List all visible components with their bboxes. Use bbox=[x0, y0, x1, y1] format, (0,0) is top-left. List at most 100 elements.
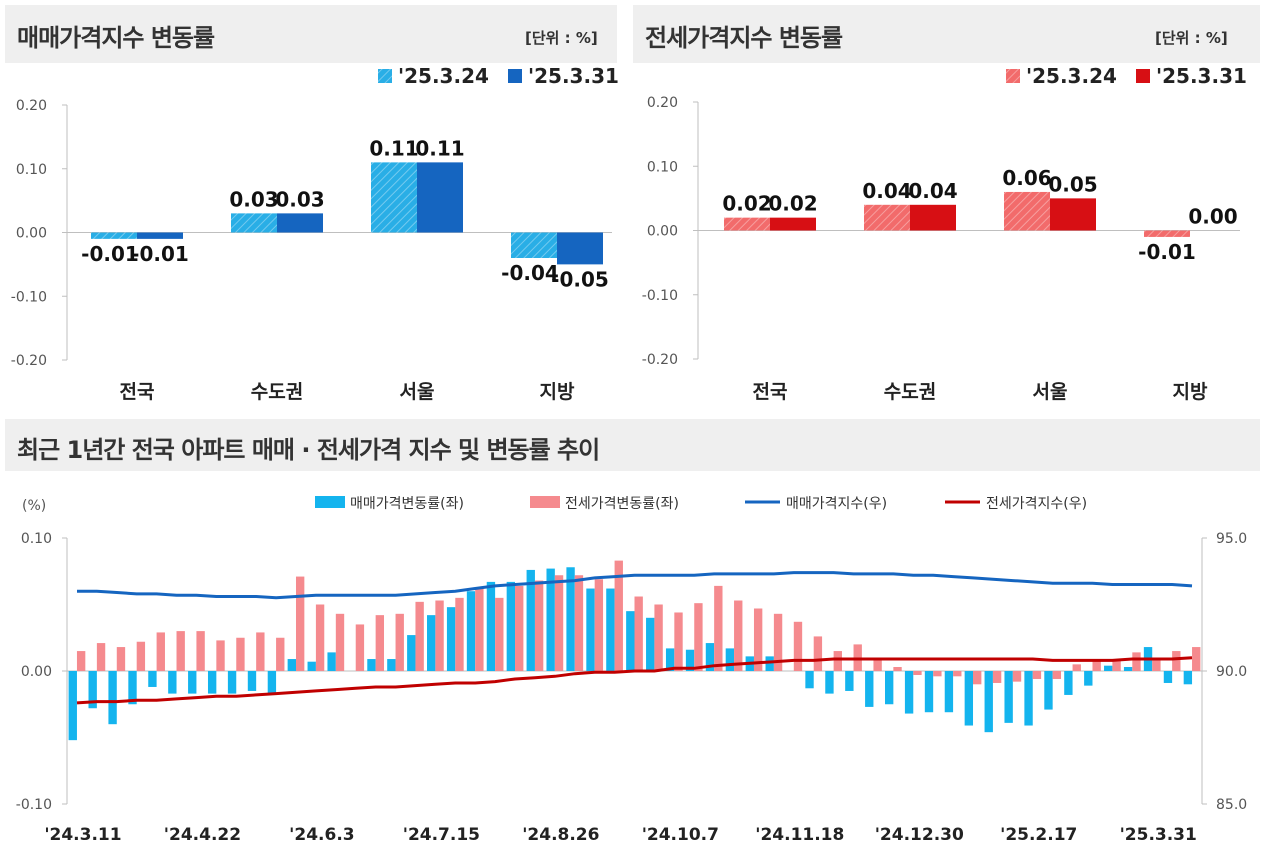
bar-0331 bbox=[1050, 198, 1096, 231]
jeonse-change-bar bbox=[1132, 652, 1141, 671]
sale-change-bar bbox=[546, 568, 555, 671]
sale-change-bar bbox=[407, 635, 416, 671]
bar-0331 bbox=[557, 232, 603, 265]
sale-change-bar bbox=[247, 671, 257, 691]
sale-change-bar bbox=[108, 671, 117, 725]
category-label: 수도권 bbox=[884, 381, 936, 403]
jeonse-change-bar bbox=[1172, 651, 1181, 671]
y-tick-label: 0.10 bbox=[16, 162, 47, 178]
sale-change-bar bbox=[486, 581, 496, 671]
sale-change-bar bbox=[825, 671, 834, 694]
left-axis-unit-label: (%) bbox=[22, 498, 46, 514]
legend-swatch-0324 bbox=[378, 69, 392, 83]
legend-swatch-jeonse-change bbox=[530, 496, 560, 508]
jeonse-change-bar bbox=[634, 596, 643, 671]
sale-change-bar bbox=[466, 591, 476, 671]
sale-change-bar bbox=[88, 671, 97, 709]
data-label: -0.04 bbox=[501, 261, 559, 285]
bar-0324 bbox=[91, 232, 137, 239]
sale-change-bar bbox=[586, 588, 595, 671]
bar-0331 bbox=[770, 217, 816, 231]
jeonse-change-bar bbox=[674, 612, 683, 671]
y-tick-label: -0.20 bbox=[11, 353, 47, 369]
sale-change-bar bbox=[1163, 671, 1173, 683]
jeonse-change-bar bbox=[116, 647, 126, 671]
data-label: 0.03 bbox=[229, 187, 278, 211]
jeonse-change-bar bbox=[654, 604, 663, 671]
data-label: -0.01 bbox=[81, 242, 139, 266]
category-label: 수도권 bbox=[251, 381, 303, 403]
sale-change-bar bbox=[68, 671, 77, 741]
jeonse-change-bar bbox=[554, 575, 564, 671]
data-label: 0.05 bbox=[1048, 172, 1097, 196]
legend-label-sale-change: 매매가격변동률(좌) bbox=[350, 496, 464, 512]
jeonse-change-bar bbox=[315, 604, 325, 671]
jeonse-change-bar bbox=[1112, 659, 1121, 671]
jeonse-change-bar bbox=[196, 631, 205, 671]
sale-change-bar bbox=[626, 611, 635, 671]
jeonse-change-bar bbox=[893, 667, 902, 671]
bar-0331 bbox=[910, 204, 956, 231]
right-tick-label: 90.0 bbox=[1216, 664, 1247, 680]
data-label: 0.00 bbox=[1188, 205, 1237, 229]
jeonse-index-line bbox=[76, 656, 1193, 705]
sale-change-bar bbox=[227, 671, 237, 694]
jeonse-panel-header: 전세가격지수 변동률 [단위 : %] bbox=[633, 5, 1260, 63]
data-label: 0.04 bbox=[862, 179, 911, 203]
sale-change-bar bbox=[865, 671, 874, 707]
jeonse-change-bar bbox=[973, 671, 982, 685]
jeonse-change-bar bbox=[475, 587, 484, 671]
sale-change-bar bbox=[1123, 667, 1133, 671]
jeonse-change-bar bbox=[276, 637, 285, 671]
data-label: 0.06 bbox=[1002, 166, 1051, 190]
sale-change-bar bbox=[646, 617, 655, 671]
jeonse-change-bar bbox=[1032, 671, 1042, 679]
x-tick-label: '24.4.22 bbox=[164, 825, 241, 845]
sale-change-bar bbox=[1084, 671, 1093, 686]
jeonse-change-bar bbox=[1052, 671, 1062, 679]
jeonse-change-bar bbox=[753, 608, 763, 671]
jeonse-change-bar bbox=[614, 560, 623, 671]
jeonse-change-bar bbox=[594, 579, 604, 671]
jeonse-change-bar bbox=[176, 631, 185, 671]
data-label: 0.02 bbox=[768, 192, 817, 216]
right-tick-label: 95.0 bbox=[1216, 531, 1247, 547]
jeonse-change-bar bbox=[335, 613, 345, 671]
bar-0324 bbox=[511, 232, 557, 258]
sale-change-bar bbox=[705, 643, 715, 671]
legend-swatch-0324 bbox=[1006, 69, 1020, 83]
sale-change-bar bbox=[1004, 671, 1013, 723]
jeonse-change-bar bbox=[913, 671, 922, 675]
bar-0324 bbox=[231, 213, 277, 233]
sale-change-bar bbox=[327, 652, 336, 671]
jeonse-panel-unit: [단위 : %] bbox=[1155, 29, 1228, 47]
jeonse-change-bar bbox=[256, 632, 265, 671]
trend-panel-title: 최근 1년간 전국 아파트 매매 · 전세가격 지수 및 변동률 추이 bbox=[17, 436, 600, 464]
y-tick-label: 0.20 bbox=[16, 98, 47, 114]
legend-label-jeonse-index: 전세가격지수(우) bbox=[986, 496, 1087, 512]
y-tick-label: 0.00 bbox=[16, 226, 47, 242]
sale-change-bar bbox=[506, 581, 516, 671]
trend-chart: (%) 0.10 0.00 -0.10 95.0 90.0 85.0 '24.3.11 '24.… bbox=[16, 496, 1247, 845]
sale-change-bar bbox=[148, 671, 157, 687]
x-tick-label: '24.11.18 bbox=[755, 825, 844, 845]
legend-label-0331: '25.3.31 bbox=[528, 64, 619, 88]
jeonse-change-bar bbox=[992, 671, 1002, 683]
data-label: 0.03 bbox=[275, 187, 324, 211]
x-tick-label: '24.8.26 bbox=[522, 825, 599, 845]
jeonse-change-bar bbox=[1152, 657, 1161, 671]
category-label: 전국 bbox=[753, 381, 788, 403]
sale-change-bar bbox=[188, 671, 197, 694]
x-tick-label: '25.3.31 bbox=[1120, 825, 1197, 845]
sale-change-bar bbox=[446, 607, 456, 671]
bar-0331 bbox=[137, 232, 183, 239]
sale-change-bar bbox=[884, 671, 894, 705]
legend-swatch-0331 bbox=[1136, 69, 1150, 83]
data-label: -0.01 bbox=[131, 242, 189, 266]
jeonse-change-bar bbox=[1092, 659, 1101, 671]
y-tick-label: -0.20 bbox=[642, 352, 678, 368]
x-tick-label: '25.2.17 bbox=[1000, 825, 1077, 845]
x-tick-label: '24.10.7 bbox=[642, 825, 719, 845]
sale-change-bar bbox=[566, 567, 575, 671]
sale-change-bar bbox=[1024, 671, 1033, 726]
